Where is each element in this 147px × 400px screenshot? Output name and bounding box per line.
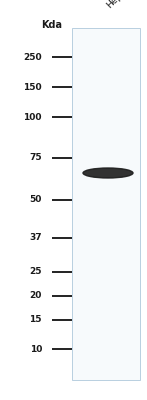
Text: Kda: Kda: [41, 20, 62, 30]
Text: 250: 250: [23, 52, 42, 62]
Text: 75: 75: [29, 154, 42, 162]
Text: 100: 100: [24, 112, 42, 122]
Text: 25: 25: [30, 268, 42, 276]
Text: 50: 50: [30, 196, 42, 204]
Text: 20: 20: [30, 292, 42, 300]
Text: 15: 15: [30, 316, 42, 324]
Text: 150: 150: [23, 82, 42, 92]
Text: HepG2: HepG2: [105, 0, 133, 10]
Text: 37: 37: [29, 234, 42, 242]
Bar: [72, 28, 140, 380]
Ellipse shape: [83, 168, 133, 178]
Text: 10: 10: [30, 344, 42, 354]
